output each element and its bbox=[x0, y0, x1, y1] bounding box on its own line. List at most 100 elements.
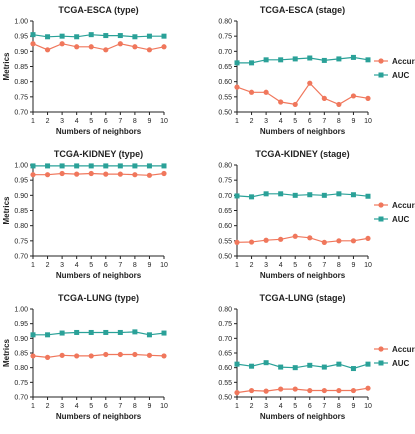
x-tick-label: 1 bbox=[235, 262, 239, 269]
y-tick-label: 0.70 bbox=[218, 336, 232, 343]
data-point bbox=[350, 238, 357, 244]
data-point bbox=[146, 163, 152, 169]
y-tick-label: 0.80 bbox=[218, 163, 232, 170]
data-point bbox=[74, 171, 80, 177]
data-point bbox=[103, 163, 109, 169]
y-tick-label: 0.70 bbox=[14, 395, 28, 402]
y-tick-label: 0.85 bbox=[14, 64, 28, 71]
y-tick-label: 0.75 bbox=[14, 94, 28, 101]
data-point bbox=[336, 238, 342, 244]
series-line bbox=[237, 56, 369, 64]
x-tick-label: 2 bbox=[46, 262, 50, 269]
x-axis-label: Numbers of neighbors bbox=[56, 127, 142, 136]
data-point bbox=[248, 89, 255, 95]
data-point bbox=[59, 163, 65, 169]
data-point bbox=[88, 170, 94, 177]
x-tick-label: 7 bbox=[118, 262, 122, 269]
y-tick-label: 1.00 bbox=[14, 163, 28, 170]
chart-panel-4: TCGA-KIDNEY (stage) 0.50 0.55 0.60 0.65 0.70 0… bbox=[218, 149, 415, 280]
data-point bbox=[161, 330, 167, 336]
data-point bbox=[30, 172, 36, 178]
x-tick-label: 6 bbox=[104, 262, 108, 269]
data-point bbox=[44, 172, 51, 178]
y-tick-label: 0.55 bbox=[218, 238, 232, 245]
data-point bbox=[103, 329, 109, 335]
data-point bbox=[88, 44, 94, 50]
series-accuracy bbox=[30, 170, 167, 178]
data-point bbox=[117, 171, 123, 177]
data-point bbox=[365, 95, 371, 101]
y-tick-label: 0.75 bbox=[218, 34, 232, 41]
x-tick-label: 4 bbox=[75, 118, 79, 125]
y-tick-label: 0.75 bbox=[14, 238, 28, 245]
x-axis-label: Numbers of neighbors bbox=[260, 271, 346, 280]
y-tick-label: 0.80 bbox=[218, 19, 232, 26]
y-tick-label: 0.85 bbox=[14, 208, 28, 215]
y-tick-label: 0.80 bbox=[14, 365, 28, 372]
y-axis-label: Metrics bbox=[2, 338, 11, 367]
legend-marker bbox=[378, 346, 384, 352]
legend: Accuracy AUC bbox=[374, 57, 415, 80]
y-tick-label: 0.55 bbox=[218, 94, 232, 101]
x-tick-label: 1 bbox=[235, 403, 239, 410]
data-point bbox=[278, 386, 284, 392]
chart-panel-5: TCGA-LUNG (type) 0.70 0.75 0.80 0.85 0.90 0.95… bbox=[2, 293, 168, 421]
data-point bbox=[278, 99, 284, 105]
series-accuracy bbox=[234, 385, 371, 396]
y-tick-label: 0.95 bbox=[14, 321, 28, 328]
data-point bbox=[30, 41, 36, 47]
chart-title: TCGA-LUNG (stage) bbox=[260, 293, 346, 303]
data-point bbox=[117, 33, 123, 39]
data-point bbox=[88, 353, 94, 359]
x-tick-label: 1 bbox=[31, 118, 35, 125]
x-tick-label: 10 bbox=[364, 262, 372, 269]
data-point bbox=[74, 329, 80, 335]
data-point bbox=[365, 57, 371, 63]
x-tick-label: 2 bbox=[250, 262, 254, 269]
data-point bbox=[234, 193, 240, 199]
data-point bbox=[103, 171, 109, 177]
x-tick-label: 7 bbox=[118, 118, 122, 125]
x-tick-label: 10 bbox=[160, 262, 168, 269]
data-point bbox=[365, 235, 371, 242]
series-auc bbox=[234, 54, 371, 66]
x-tick-label: 5 bbox=[293, 403, 297, 410]
data-point bbox=[161, 170, 167, 177]
y-tick-label: 0.90 bbox=[14, 193, 28, 200]
x-tick-label: 6 bbox=[308, 403, 312, 410]
x-tick-label: 2 bbox=[46, 403, 50, 410]
data-point bbox=[132, 34, 138, 40]
x-tick-label: 8 bbox=[133, 262, 137, 269]
x-tick-label: 7 bbox=[322, 403, 326, 410]
data-point bbox=[59, 170, 65, 177]
x-axis-label: Numbers of neighbors bbox=[260, 127, 346, 136]
data-point bbox=[45, 332, 51, 338]
chart-title: TCGA-ESCA (type) bbox=[58, 5, 138, 15]
data-point bbox=[117, 41, 123, 47]
legend: Accuracy AUC bbox=[374, 345, 415, 368]
data-point bbox=[132, 172, 138, 178]
data-point bbox=[292, 56, 298, 62]
data-point bbox=[161, 33, 167, 39]
data-point bbox=[59, 330, 65, 336]
x-tick-label: 6 bbox=[308, 118, 312, 125]
data-point bbox=[30, 163, 36, 169]
series-line bbox=[236, 193, 369, 198]
data-point bbox=[292, 101, 298, 108]
x-tick-label: 5 bbox=[293, 262, 297, 269]
legend: Accuracy AUC bbox=[374, 201, 415, 224]
data-point bbox=[103, 33, 109, 39]
data-point bbox=[350, 387, 357, 394]
data-point bbox=[336, 361, 342, 367]
data-point bbox=[30, 353, 36, 359]
data-point bbox=[278, 364, 284, 370]
legend-label: Accuracy bbox=[392, 201, 415, 210]
data-point bbox=[321, 57, 327, 63]
data-point bbox=[88, 163, 94, 169]
y-tick-label: 0.95 bbox=[14, 34, 28, 41]
x-tick-label: 5 bbox=[89, 118, 93, 125]
data-point bbox=[132, 329, 138, 335]
x-tick-label: 8 bbox=[337, 403, 341, 410]
data-point bbox=[146, 332, 152, 338]
